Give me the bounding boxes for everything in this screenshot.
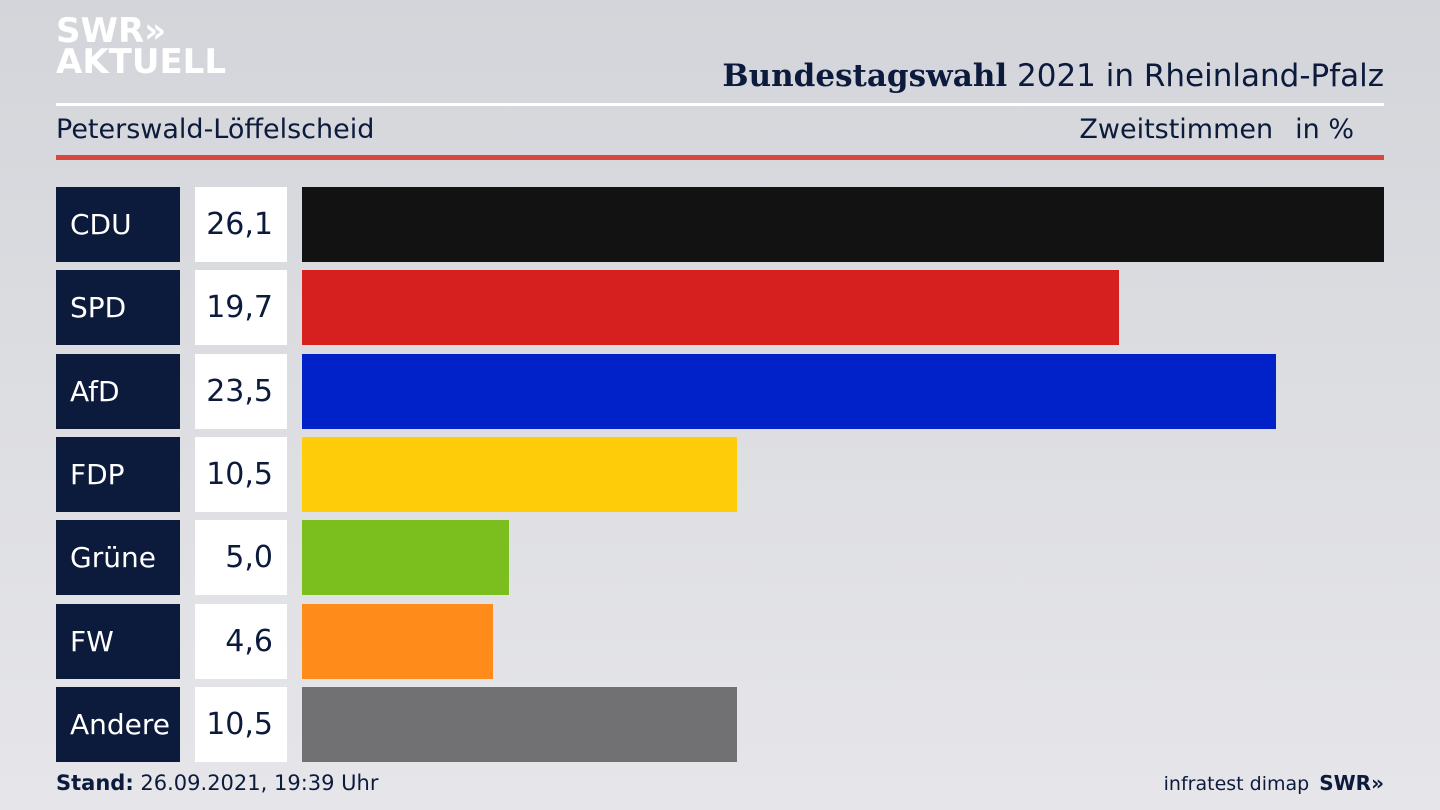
source-label: infratest dimap (1163, 773, 1310, 795)
timestamp: Stand: 26.09.2021, 19:39 Uhr (56, 771, 379, 795)
bar-gr-ne (302, 520, 509, 595)
chart-title: Bundestagswahl 2021 in Rheinland-Pfalz (722, 58, 1384, 94)
party-label-gr-ne: Grüne (56, 520, 180, 595)
party-label-andere: Andere (56, 687, 180, 762)
vote-type-unit: Zweitstimmen in % (1079, 114, 1354, 145)
accent-divider (56, 155, 1384, 160)
party-label-spd: SPD (56, 270, 180, 345)
stand-value: 26.09.2021, 19:39 Uhr (133, 771, 379, 795)
value-label-spd: 19,7 (195, 270, 287, 345)
bar-spd (302, 270, 1119, 345)
chart-title-bold: Bundestagswahl (722, 58, 1008, 94)
value-label-gr-ne: 5,0 (195, 520, 287, 595)
party-label-cdu: CDU (56, 187, 180, 262)
stand-label: Stand: (56, 771, 134, 795)
location-label: Peterswald-Löffelscheid (56, 114, 375, 145)
source-credit: infratest dimap SWR» (1164, 771, 1384, 795)
bar-andere (302, 687, 737, 762)
bar-cdu (302, 187, 1384, 262)
value-label-fdp: 10,5 (195, 437, 287, 512)
bar-fw (302, 604, 493, 679)
value-label-fw: 4,6 (195, 604, 287, 679)
value-label-andere: 10,5 (195, 687, 287, 762)
logo-line-1: SWR» (56, 11, 167, 51)
logo-line-2: AKTUELL (56, 42, 227, 83)
value-label-cdu: 26,1 (195, 187, 287, 262)
header-divider (56, 103, 1384, 106)
chart-title-rest: 2021 in Rheinland-Pfalz (1007, 58, 1384, 94)
bar-fdp (302, 437, 737, 512)
bar-afd (302, 354, 1276, 429)
party-label-fw: FW (56, 604, 180, 679)
party-label-afd: AfD (56, 354, 180, 429)
unit-label: in % (1295, 114, 1354, 145)
swr-brand-logo: SWR» (1319, 771, 1384, 795)
value-label-afd: 23,5 (195, 354, 287, 429)
party-label-fdp: FDP (56, 437, 180, 512)
swr-aktuell-logo: SWR» AKTUELL (56, 11, 227, 83)
vote-type-label: Zweitstimmen (1079, 114, 1274, 145)
bar-chart: CDU 26,1 SPD 19,7 AfD 23,5 FDP 10,5 Grüne 5,0 FW 4,… (56, 187, 1384, 763)
